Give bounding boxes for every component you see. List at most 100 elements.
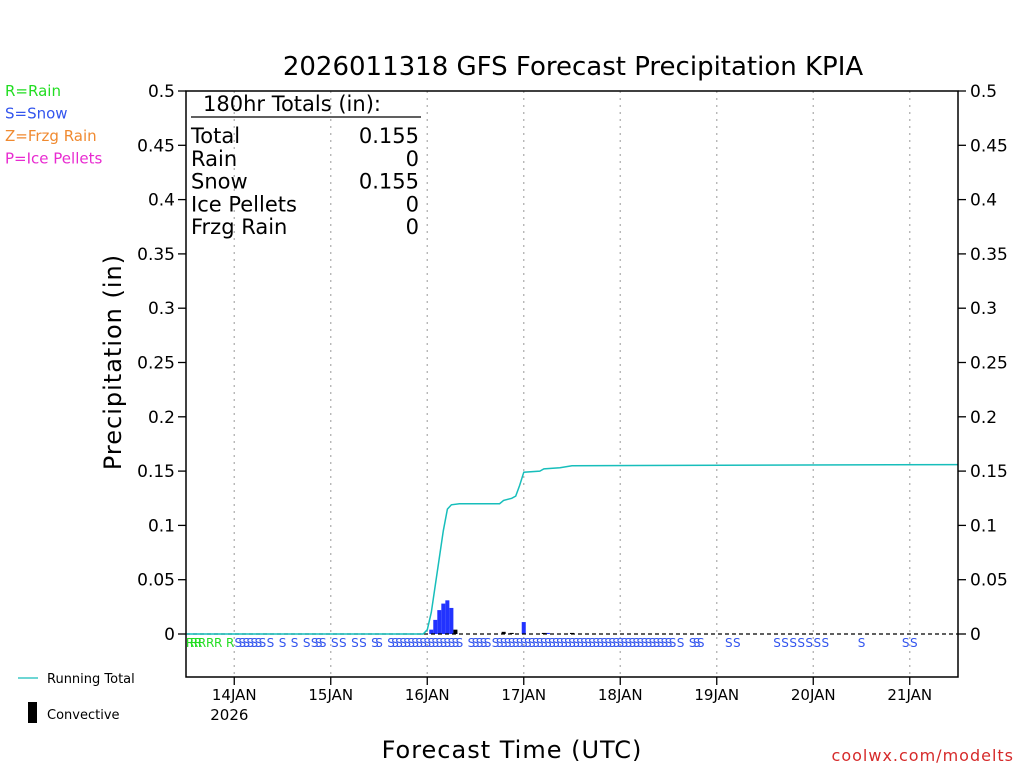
precip-type-marker: S: [359, 636, 367, 650]
precip-type-marker: S: [480, 636, 488, 650]
totals-row-label: Rain: [191, 147, 237, 171]
precip-type-marker: S: [500, 636, 508, 650]
precip-type-marker: S: [259, 636, 267, 650]
precip-type-marker: S: [496, 636, 504, 650]
precip-type-marker: S: [564, 636, 572, 650]
precip-type-marker: S: [375, 636, 383, 650]
x-tick-label: 20JAN: [791, 686, 836, 704]
precip-type-marker: S: [452, 636, 460, 650]
precip-type-marker: S: [902, 636, 910, 650]
precip-type-marker: S: [311, 636, 319, 650]
totals-row-value: 0: [406, 215, 419, 239]
precip-type-marker: S: [339, 636, 347, 650]
precip-type-marker: S: [399, 636, 407, 650]
precip-type-marker: S: [247, 636, 255, 650]
precip-bar: [449, 607, 454, 634]
precip-type-marker: S: [528, 636, 536, 650]
convective-bar: [453, 629, 458, 634]
precip-type-marker: S: [568, 636, 576, 650]
y-axis-left: 0 0.05 0.1 0.15 0.2 0.25 0.3 0.35 0.4 0.45 0.5: [137, 82, 186, 645]
precip-type-marker: S: [725, 636, 733, 650]
x-tick-label: 16JAN: [405, 686, 450, 704]
x-tick-year: 2026: [210, 706, 248, 724]
x-tick-label: 18JAN: [598, 686, 643, 704]
precip-type-marker: S: [279, 636, 287, 650]
precip-type-marker: S: [797, 636, 805, 650]
precip-type-marker: S: [641, 636, 649, 650]
chart-title: 2026011318 GFS Forecast Precipitation KP…: [283, 52, 864, 82]
precip-type-marker: S: [697, 636, 705, 650]
y-tick-label-left: 0.2: [148, 408, 175, 428]
precip-type-marker: S: [319, 636, 327, 650]
precip-type-marker: S: [592, 636, 600, 650]
precip-type-marker: S: [291, 636, 299, 650]
precip-type-legend-item: Z=Frzg Rain: [5, 127, 97, 145]
precip-bar: [441, 603, 446, 634]
y-tick-label-right: 0.25: [970, 354, 1008, 374]
y-tick-label-left: 0.25: [137, 354, 175, 374]
y-tick-label-right: 0.5: [970, 82, 997, 102]
precip-type-marker: S: [596, 636, 604, 650]
y-tick-label-right: 0.1: [970, 516, 997, 536]
precip-type-marker: S: [423, 636, 431, 650]
precip-type-marker: S: [331, 636, 339, 650]
precip-type-marker: S: [440, 636, 448, 650]
precip-type-marker: S: [532, 636, 540, 650]
precip-type-marker: S: [669, 636, 677, 650]
totals-box: 180hr Totals (in): Total 0.155 Rain 0 Snow 0.…: [190, 92, 421, 239]
y-tick-label-left: 0.45: [137, 136, 175, 156]
precip-type-marker: S: [544, 636, 552, 650]
precip-type-marker: S: [689, 636, 697, 650]
x-axis: 14JAN 2026 15JAN 16JAN 17JAN 18JAN 19JAN 20JAN 2…: [210, 677, 932, 724]
x-axis-label: Forecast Time (UTC): [382, 736, 643, 764]
precip-type-marker: S: [504, 636, 512, 650]
precip-type-marker: S: [536, 636, 544, 650]
precip-bar: [437, 610, 442, 634]
precip-type-marker: S: [436, 636, 444, 650]
precip-type-marker: R: [194, 636, 202, 650]
precip-bar: [445, 600, 450, 634]
precip-bar: [521, 622, 526, 634]
precip-type-marker: S: [572, 636, 580, 650]
y-tick-label-right: 0.2: [970, 408, 997, 428]
precip-bar: [433, 619, 438, 634]
precip-type-marker: S: [520, 636, 528, 650]
precip-type-marker: S: [415, 636, 423, 650]
precip-type-marker: S: [693, 636, 701, 650]
totals-row-value: 0: [406, 192, 419, 216]
precip-type-marker: S: [303, 636, 311, 650]
precip-type-marker: S: [395, 636, 403, 650]
convective-legend-swatch: [28, 702, 37, 723]
precip-type-marker: S: [315, 636, 323, 650]
y-tick-label-left: 0: [164, 625, 175, 645]
y-tick-label-left: 0.4: [148, 191, 175, 211]
precip-type-marker: S: [351, 636, 359, 650]
precip-type-marker: S: [243, 636, 251, 650]
precip-type-marker: S: [548, 636, 556, 650]
totals-row-label: Total: [190, 124, 240, 148]
totals-row-value: 0.155: [359, 124, 419, 148]
precip-type-marker: S: [661, 636, 669, 650]
x-tick-label: 21JAN: [887, 686, 932, 704]
precip-type-marker: R: [214, 636, 222, 650]
precip-type-marker: S: [608, 636, 616, 650]
precip-type-marker: S: [552, 636, 560, 650]
precip-type-marker: R: [186, 636, 194, 650]
precip-type-marker: S: [472, 636, 480, 650]
precip-type-marker: S: [620, 636, 628, 650]
precip-type-marker: S: [822, 636, 830, 650]
y-tick-label-right: 0: [970, 625, 981, 645]
totals-row-label: Snow: [191, 170, 248, 194]
precip-type-marker: S: [427, 636, 435, 650]
totals-row-value: 0.155: [359, 170, 419, 194]
precip-type-marker: S: [419, 636, 427, 650]
precip-type-marker: S: [633, 636, 641, 650]
vertical-gridlines: [233, 91, 911, 677]
precip-type-marker: S: [468, 636, 476, 650]
precip-type-marker: S: [665, 636, 673, 650]
precip-type-marker: S: [813, 636, 821, 650]
y-tick-label-left: 0.1: [148, 516, 175, 536]
precip-type-marker: S: [600, 636, 608, 650]
totals-row-label: Frzg Rain: [191, 215, 287, 239]
precip-type-marker: S: [773, 636, 781, 650]
